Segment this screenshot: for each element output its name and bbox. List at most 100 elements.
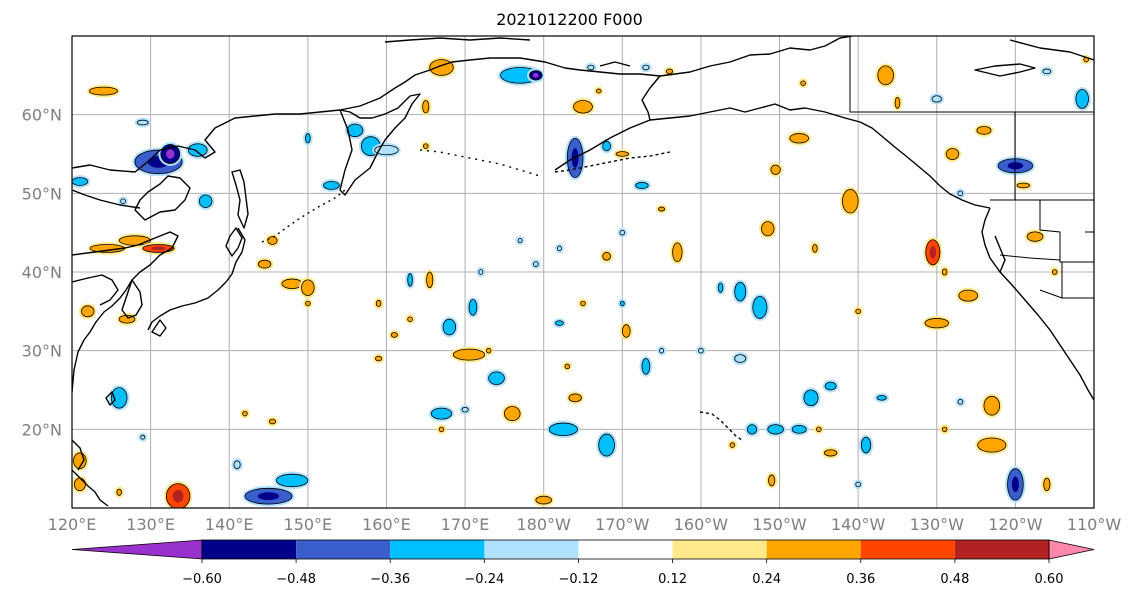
anomaly-blob bbox=[257, 259, 272, 269]
colorbar-segment bbox=[860, 540, 955, 559]
anomaly-blob bbox=[268, 418, 277, 425]
anomaly-blob bbox=[941, 426, 948, 433]
anomaly-core bbox=[166, 149, 175, 159]
anomaly-blob bbox=[568, 393, 582, 403]
anomaly-blob bbox=[140, 434, 146, 440]
anomaly-blob bbox=[941, 268, 948, 276]
latitude-label: 50°N bbox=[22, 184, 62, 203]
anomaly-blob bbox=[430, 407, 453, 420]
longitude-label: 110°W bbox=[1067, 515, 1122, 534]
latitude-label: 30°N bbox=[22, 342, 62, 361]
anomaly-blob bbox=[803, 389, 819, 407]
anomaly-blob bbox=[1043, 477, 1051, 492]
anomaly-blob bbox=[767, 424, 784, 435]
anomaly-blob bbox=[267, 236, 278, 245]
longitude-label: 180°W bbox=[517, 515, 572, 534]
anomaly-blob bbox=[301, 279, 315, 297]
anomaly-blob bbox=[957, 190, 964, 197]
anomaly-blob bbox=[120, 198, 126, 204]
colorbar-segment bbox=[766, 540, 861, 559]
coastlines bbox=[72, 36, 1094, 507]
longitude-label: 170°E bbox=[441, 515, 490, 534]
anomaly-blob bbox=[233, 460, 241, 470]
anomaly-blob bbox=[375, 355, 383, 362]
colorbar-segment bbox=[954, 540, 1049, 559]
anomaly-blob bbox=[587, 64, 595, 71]
anomaly-core bbox=[533, 72, 539, 78]
longitude-label: 120°E bbox=[48, 515, 97, 534]
anomaly-blob bbox=[812, 244, 818, 253]
anomaly-blob bbox=[800, 80, 806, 86]
anomaly-blob bbox=[573, 100, 593, 114]
anomaly-blob bbox=[824, 381, 837, 391]
longitude-labels: 120°E 130°E 140°E 150°E 160°E 170°E 180°W 170°W… bbox=[48, 515, 1122, 534]
longitude-label: 130°W bbox=[910, 515, 965, 534]
anomaly-blob bbox=[442, 318, 457, 336]
anomaly-blob bbox=[672, 242, 683, 263]
anomaly-blob bbox=[468, 299, 478, 316]
anomaly-blob bbox=[346, 123, 364, 138]
anomaly-blob bbox=[533, 261, 539, 267]
colorbar-outline bbox=[201, 539, 1050, 560]
anomaly-blob bbox=[665, 68, 674, 75]
colorbar-segment bbox=[578, 540, 673, 559]
anomaly-blob bbox=[88, 86, 118, 96]
colorbar-tick-label: 0.36 bbox=[846, 572, 875, 587]
anomaly-blob bbox=[426, 271, 434, 289]
colorbar-extend-high bbox=[1048, 539, 1095, 560]
anomaly-core bbox=[1011, 476, 1019, 493]
anomaly-core bbox=[151, 246, 166, 251]
anomaly-blob bbox=[734, 281, 747, 302]
colorbar-tick-label: 0.48 bbox=[940, 572, 969, 587]
colorbar-extend-low bbox=[71, 539, 203, 560]
longitude-label: 150°E bbox=[284, 515, 333, 534]
anomaly-blob bbox=[621, 324, 631, 338]
anomaly-blob bbox=[503, 406, 521, 422]
anomaly-blob bbox=[855, 481, 861, 488]
map-title: 2021012200 F000 bbox=[496, 10, 643, 29]
anomaly-blob bbox=[438, 426, 445, 433]
anomaly-blob bbox=[983, 395, 1001, 416]
anomaly-blob bbox=[116, 488, 122, 496]
longitude-label: 120°W bbox=[988, 515, 1043, 534]
anomaly-blob bbox=[791, 425, 807, 434]
colorbar-tick-label: 0.60 bbox=[1035, 572, 1064, 587]
anomaly-blob bbox=[977, 437, 1007, 453]
anomaly-blob bbox=[305, 133, 311, 144]
anomaly-core bbox=[929, 246, 937, 259]
anomaly-blob bbox=[894, 96, 901, 109]
anomaly-blob bbox=[275, 473, 309, 488]
anomaly-blob bbox=[1016, 182, 1030, 189]
anomaly-blob bbox=[375, 299, 382, 308]
anomaly-blob bbox=[823, 449, 838, 457]
anomaly-blob bbox=[422, 100, 430, 114]
anomaly-blob bbox=[615, 151, 629, 157]
colorbar-tick-label: 0.12 bbox=[658, 572, 687, 587]
anomaly-blob bbox=[555, 320, 564, 326]
anomaly-blob bbox=[485, 347, 492, 354]
anomaly-blob bbox=[557, 245, 562, 252]
colorbar-segment bbox=[672, 540, 767, 559]
anomaly-core bbox=[172, 489, 184, 503]
latitude-label: 20°N bbox=[22, 420, 62, 439]
map-frame bbox=[71, 35, 1095, 509]
anomaly-blob bbox=[734, 354, 747, 363]
colorbar: −0.60 −0.48 −0.36 −0.24 −0.12 0.12 0.24 0.36 0.4… bbox=[71, 539, 1095, 587]
anomaly-blob bbox=[580, 300, 586, 307]
anomaly-blob bbox=[72, 177, 89, 186]
anomaly-blob bbox=[602, 141, 611, 152]
anomaly-blob bbox=[73, 477, 86, 492]
anomaly-blob bbox=[770, 164, 781, 175]
anomaly-blob bbox=[452, 348, 486, 361]
colorbar-segment bbox=[202, 540, 297, 559]
anomaly-blob bbox=[619, 229, 626, 236]
anomaly-blob bbox=[323, 181, 340, 190]
anomaly-blob bbox=[429, 59, 454, 76]
colorbar-segment bbox=[484, 540, 579, 559]
longitude-label: 170°W bbox=[595, 515, 650, 534]
anomaly-blob bbox=[641, 358, 651, 375]
colorbar-tick-label: −0.36 bbox=[370, 572, 410, 587]
anomaly-blob bbox=[1051, 269, 1058, 275]
anomaly-blob bbox=[698, 347, 704, 354]
